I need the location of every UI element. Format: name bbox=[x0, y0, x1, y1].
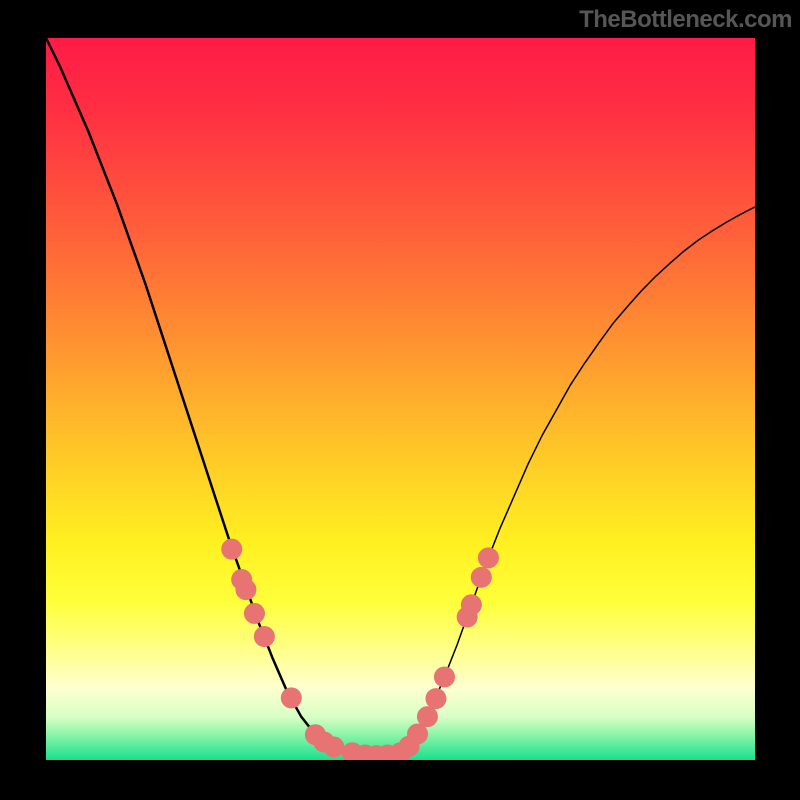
data-marker bbox=[408, 724, 428, 744]
data-marker bbox=[461, 595, 481, 615]
data-marker bbox=[478, 548, 498, 568]
curve-layer bbox=[46, 38, 755, 760]
data-marker bbox=[417, 707, 437, 727]
curve-left-branch bbox=[46, 38, 358, 754]
data-marker bbox=[244, 603, 264, 623]
chart-container: TheBottleneck.com bbox=[0, 0, 800, 800]
data-marker bbox=[434, 667, 454, 687]
plot-area bbox=[46, 38, 755, 760]
watermark-text: TheBottleneck.com bbox=[579, 6, 792, 34]
curve-right-branch bbox=[401, 207, 756, 753]
data-marker bbox=[471, 567, 491, 587]
data-marker bbox=[324, 737, 344, 757]
data-marker bbox=[236, 580, 256, 600]
data-marker bbox=[281, 688, 301, 708]
data-marker bbox=[426, 689, 446, 709]
data-marker bbox=[222, 539, 242, 559]
data-markers bbox=[222, 539, 499, 760]
data-marker bbox=[254, 627, 274, 647]
